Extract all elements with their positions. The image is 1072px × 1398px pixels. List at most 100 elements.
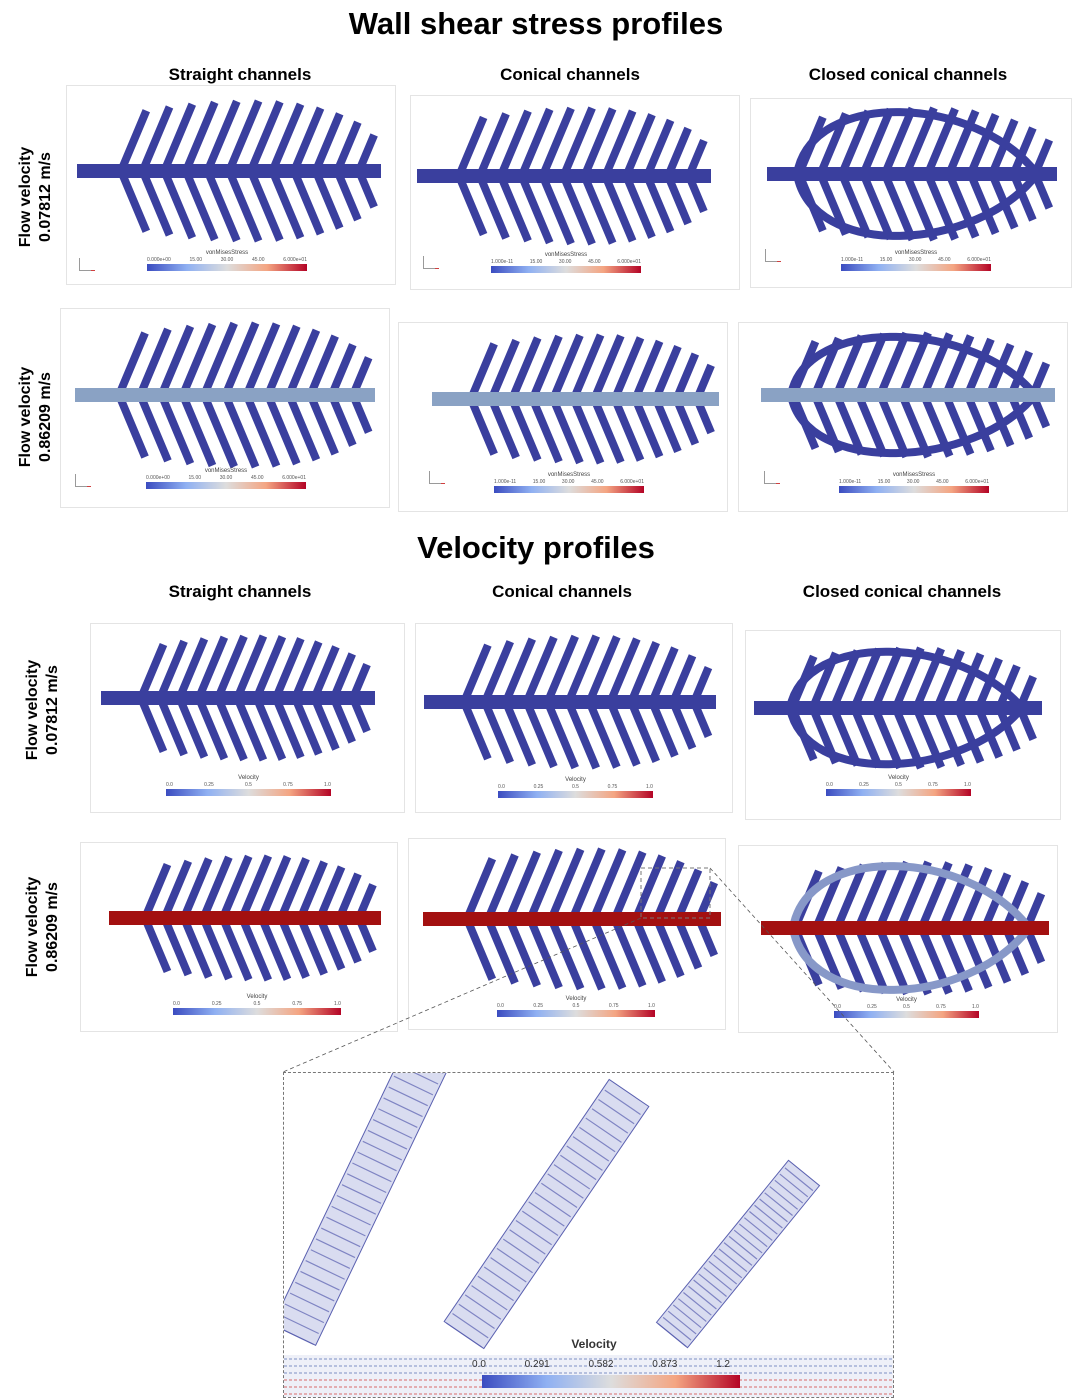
- row-label-line2: 0.07812 m/s: [37, 152, 54, 242]
- colorbar-tick: 1.0: [324, 782, 331, 788]
- lower-branch-channel: [585, 700, 621, 769]
- velocity-vector-hatch: [683, 1292, 712, 1316]
- velocity-vector-hatch: [326, 1216, 366, 1237]
- colorbar: vonMisesStress 0.000e+00 15.00 30.00 45.…: [147, 249, 307, 271]
- lower-branch-channel: [455, 174, 488, 237]
- colorbar-gradient: [491, 266, 641, 273]
- velocity-vector-hatch: [357, 1151, 397, 1172]
- upper-branch-channel: [214, 634, 248, 700]
- velocity-vector-hatch: [693, 1279, 722, 1304]
- velocity-vector-hatch: [718, 1248, 748, 1273]
- lower-branch-channel: [160, 169, 197, 240]
- velocity-vector-hatch: [310, 1249, 351, 1269]
- lower-branch-channel: [652, 397, 682, 454]
- lower-branch-channel: [945, 172, 980, 239]
- upper-branch-channel: [199, 855, 233, 920]
- column-header-straight: Straight channels: [168, 65, 312, 84]
- upper-branch-channel: [141, 862, 172, 920]
- colorbar-tick: 0.25: [867, 1004, 877, 1010]
- upper-branch-channel: [242, 322, 281, 397]
- velocity-vector-hatch: [713, 1254, 743, 1279]
- colorbar-title: Velocity: [238, 775, 259, 781]
- lower-branch-channel: [117, 169, 151, 233]
- velocity-vector-hatch: [598, 1098, 635, 1125]
- upper-branch-channel: [543, 634, 579, 704]
- colorbar-tick: 1.0: [648, 1003, 655, 1009]
- axes-triad-icon: [765, 249, 781, 262]
- velocity-vector-hatch: [452, 1313, 489, 1339]
- zoom-colorbar-tick: 0.291: [524, 1359, 550, 1370]
- main-inlet-channel: [417, 169, 711, 183]
- zoom-colorbar-tick: 0.582: [588, 1359, 614, 1370]
- velocity-vector-hatch: [662, 1316, 692, 1341]
- upper-branch-channel: [643, 118, 675, 178]
- column-header-conical: Conical channels: [492, 582, 632, 601]
- colorbar-tick: 0.5: [245, 782, 252, 788]
- lower-branch-channel: [330, 696, 356, 744]
- upper-branch-channel: [160, 102, 197, 173]
- upper-branch-channel: [610, 850, 647, 921]
- colorbar-gradient: [826, 789, 971, 796]
- velocity-vector-hatch: [688, 1285, 717, 1310]
- colorbar-tick: 0.5: [903, 1004, 910, 1010]
- upper-branch-channel: [221, 321, 260, 397]
- velocity-vector-hatch: [759, 1198, 788, 1223]
- colorbar: vonMisesStress 1.000e-11 15.00 30.00 45.…: [491, 251, 641, 273]
- main-inlet-channel: [101, 691, 375, 705]
- lower-branch-channel: [312, 169, 344, 230]
- row-label-line2: 0.86209 m/s: [37, 372, 54, 462]
- colorbar-ticks: 0.0 0.25 0.5 0.75 1.0: [498, 784, 653, 791]
- upper-branch-channel: [306, 334, 339, 397]
- lower-branch-channel: [290, 169, 325, 236]
- colorbar-tick: 6.000e+01: [620, 479, 644, 485]
- colorbar-tick: 6.000e+01: [617, 259, 641, 265]
- lower-branch-channel: [622, 174, 656, 239]
- upper-branch-channel: [157, 324, 195, 397]
- colorbar-gradient: [173, 1008, 341, 1015]
- lower-branch-channel: [199, 916, 233, 981]
- lower-branch-channel: [898, 393, 932, 459]
- lower-branch-channel: [157, 393, 195, 466]
- lower-branch-channel: [829, 706, 862, 767]
- velocity-vector-hatch: [509, 1229, 546, 1255]
- upper-branch-channel: [291, 640, 323, 700]
- colorbar-tick: 0.0: [497, 1003, 504, 1009]
- upper-branch-channel: [538, 106, 575, 178]
- upper-branch-channel: [484, 853, 519, 921]
- upper-branch-channel: [995, 664, 1021, 710]
- lower-branch-channel: [518, 174, 554, 245]
- upper-branch-channel: [508, 336, 542, 401]
- colorbar-tick: 45.00: [938, 257, 951, 263]
- row-label-vel-low: Flow velocity 0.07812 m/s: [23, 610, 67, 810]
- velocity-vector-hatch: [367, 1129, 408, 1150]
- velocity-vector-hatch: [284, 1316, 319, 1335]
- upper-branch-channel: [547, 847, 585, 921]
- upper-branch-channel: [528, 334, 563, 401]
- channel-network: [432, 333, 719, 465]
- lower-branch-channel: [291, 696, 323, 756]
- colorbar-title: Velocity: [565, 996, 587, 1002]
- lower-branch-channel: [195, 696, 229, 761]
- channel-network: [75, 321, 375, 469]
- colorbar: Velocity 0.0 0.25 0.5 0.75 1.0: [498, 776, 653, 798]
- velocity-vector-hatch: [585, 1117, 622, 1143]
- upper-branch-channel: [467, 342, 498, 401]
- velocity-vector-hatch: [579, 1126, 616, 1153]
- velocity-vector-hatch: [572, 1136, 610, 1162]
- main-inlet-channel: [423, 912, 721, 926]
- colorbar-tick: 15.00: [529, 259, 543, 265]
- colorbar-gradient: [841, 264, 991, 271]
- axes-triad-icon: [75, 474, 91, 487]
- upper-branch-channel: [233, 634, 268, 700]
- row-label-line1: Flow velocity: [17, 366, 34, 468]
- channel-network: [101, 634, 375, 762]
- wss-conical-high-panel: vonMisesStress 1.000e-11 15.00 30.00 45.…: [398, 322, 728, 512]
- velocity-vector-hatch: [341, 1184, 382, 1204]
- colorbar-tick: 0.25: [211, 1001, 222, 1007]
- velocity-vector-hatch: [502, 1238, 540, 1264]
- colorbar-ticks: 0.0 0.25 0.5 0.75 1.0: [166, 782, 331, 789]
- colorbar-tick: 30.00: [908, 257, 922, 263]
- colorbar: vonMisesStress 1.000e-11 15.00 30.00 45.…: [841, 249, 991, 271]
- velocity-vector-hatch: [708, 1260, 738, 1285]
- colorbar-tick: 0.75: [283, 782, 293, 788]
